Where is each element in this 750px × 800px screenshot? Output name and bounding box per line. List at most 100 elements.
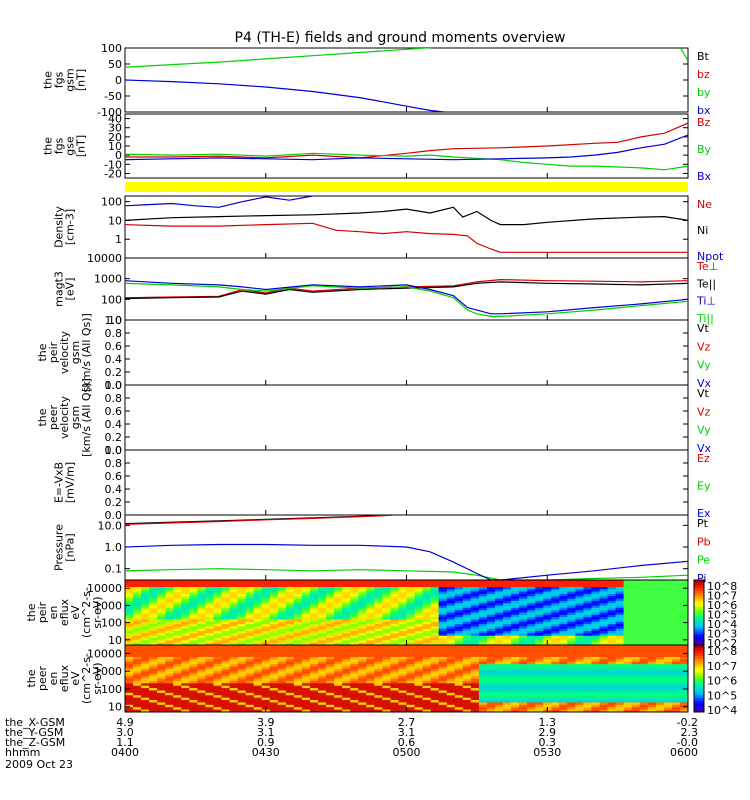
spectrogram-cell bbox=[221, 605, 231, 609]
spectrogram-cell bbox=[494, 596, 504, 600]
spectrogram-cell bbox=[503, 652, 512, 656]
spectrogram-cell bbox=[366, 664, 375, 668]
spectrogram-cell bbox=[229, 671, 239, 675]
spectrogram-cells bbox=[125, 580, 688, 645]
spectrogram-cell bbox=[406, 612, 416, 616]
spectrogram-cell bbox=[237, 580, 247, 583]
spectrogram-cell bbox=[181, 591, 190, 595]
spectrogram-cell bbox=[133, 683, 142, 687]
spectrogram-cell bbox=[470, 690, 480, 694]
spectrogram-cell bbox=[141, 668, 150, 672]
spectrogram-cell bbox=[229, 591, 239, 595]
spectrogram-cell bbox=[551, 614, 560, 618]
spectrogram-cell bbox=[663, 617, 673, 621]
spectrogram-cell bbox=[374, 584, 383, 588]
spectrogram-cell bbox=[655, 673, 665, 677]
spectrogram-cell bbox=[615, 589, 625, 593]
spectrogram-cell bbox=[503, 688, 512, 692]
spectrogram-cell bbox=[350, 647, 359, 651]
spectrogram-cell bbox=[430, 695, 440, 699]
spectrogram-cell bbox=[591, 580, 601, 583]
series-line-Npot bbox=[125, 196, 313, 208]
spectrogram-cell bbox=[309, 593, 319, 597]
spectrogram-cell bbox=[663, 614, 673, 618]
spectrogram-cell bbox=[157, 702, 166, 706]
spectrogram-cell bbox=[623, 656, 633, 660]
spectrogram-cell bbox=[245, 676, 255, 680]
spectrogram-cell bbox=[543, 692, 552, 696]
spectrogram-cell bbox=[422, 593, 432, 597]
spectrogram-cell bbox=[237, 640, 247, 644]
spectrogram-cell bbox=[269, 582, 279, 586]
spectrogram-cell bbox=[141, 680, 150, 684]
spectrogram-cell bbox=[519, 659, 528, 663]
spectrogram-cell bbox=[446, 700, 456, 704]
spectrogram-cell bbox=[374, 596, 383, 600]
spectrogram-cell bbox=[398, 680, 408, 684]
spectrogram-cell bbox=[631, 652, 641, 656]
spectrogram-cell bbox=[470, 642, 480, 645]
spectrogram-cell bbox=[301, 673, 311, 677]
spectrogram-cell bbox=[205, 633, 215, 637]
spectrogram-cell bbox=[173, 640, 182, 644]
spectrogram-cell bbox=[607, 603, 617, 607]
spectrogram-cell bbox=[446, 688, 456, 692]
spectrogram-cell bbox=[398, 626, 408, 630]
spectrogram-cell bbox=[366, 598, 375, 602]
legend-entry: Bx bbox=[697, 170, 712, 183]
spectrogram-cell bbox=[430, 709, 440, 712]
spectrogram-cell bbox=[237, 582, 247, 586]
spectrogram-cell bbox=[478, 666, 488, 670]
spectrogram-cell bbox=[551, 626, 560, 630]
spectrogram-cell bbox=[462, 582, 472, 586]
spectrogram-cell bbox=[583, 633, 593, 637]
spectrogram-cell bbox=[647, 685, 657, 689]
spectrogram-cell bbox=[285, 659, 295, 663]
spectrogram-cell bbox=[189, 593, 198, 597]
spectrogram-cell bbox=[462, 680, 472, 684]
y-axis-label: the bbox=[42, 71, 55, 89]
spectrogram-cell bbox=[382, 600, 392, 604]
spectrogram-cell bbox=[318, 631, 327, 634]
spectrogram-cell bbox=[358, 697, 367, 701]
spectrogram-cell bbox=[334, 596, 343, 600]
spectrogram-cell bbox=[663, 656, 673, 660]
spectrogram-cell bbox=[245, 603, 255, 607]
spectrogram-cell bbox=[591, 683, 601, 687]
spectrogram-cell bbox=[519, 631, 528, 634]
spectrogram-cell bbox=[326, 580, 335, 583]
spectrogram-cell bbox=[326, 633, 335, 637]
spectrogram-cell bbox=[430, 591, 440, 595]
spectrogram-cell bbox=[414, 673, 424, 677]
spectrogram-cell bbox=[583, 678, 593, 682]
spectrogram-cell bbox=[543, 664, 552, 668]
spectrogram-cell bbox=[269, 647, 279, 651]
spectrogram-cell bbox=[309, 697, 319, 701]
spectrogram-cell bbox=[422, 664, 432, 668]
spectrogram-cell bbox=[671, 582, 681, 586]
spectrogram-cell bbox=[141, 702, 150, 706]
spectrogram-cell bbox=[350, 692, 359, 696]
spectrogram-cell bbox=[149, 647, 158, 651]
spectrogram-cell bbox=[342, 695, 351, 699]
spectrogram-cell bbox=[503, 593, 512, 597]
spectrogram-cell bbox=[229, 697, 239, 701]
spectrogram-cell bbox=[301, 700, 311, 704]
footer-value: 0.9 bbox=[257, 736, 275, 749]
spectrogram-cell bbox=[519, 683, 528, 687]
spectrogram-cell bbox=[446, 704, 456, 708]
spectrogram-cell bbox=[422, 652, 432, 656]
spectrogram-cell bbox=[599, 582, 609, 586]
spectrogram-cell bbox=[438, 593, 448, 597]
spectrogram-cell bbox=[414, 666, 424, 670]
spectrogram-cell bbox=[181, 600, 190, 604]
spectrogram-cell bbox=[261, 628, 271, 632]
spectrogram-cell bbox=[679, 649, 688, 653]
y-axis-label: gsm bbox=[64, 68, 77, 91]
spectrogram-cell bbox=[133, 598, 142, 602]
spectrogram-cell bbox=[575, 631, 585, 634]
legend-entry: Bt bbox=[697, 50, 710, 63]
y-tick-label: 10000 bbox=[87, 647, 122, 660]
spectrogram-cell bbox=[559, 704, 568, 708]
spectrogram-cell bbox=[141, 709, 150, 712]
